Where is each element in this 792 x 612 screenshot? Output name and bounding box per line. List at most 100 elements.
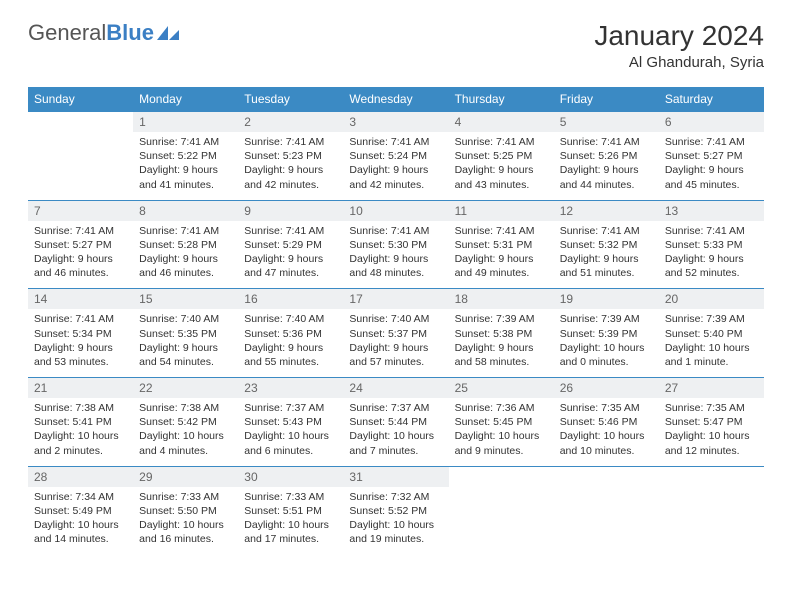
detail-line: and 47 minutes.	[244, 266, 337, 280]
logo-text-1: General	[28, 20, 106, 46]
calendar-cell: 12Sunrise: 7:41 AMSunset: 5:32 PMDayligh…	[554, 200, 659, 289]
detail-line: Daylight: 10 hours	[455, 429, 548, 443]
day-number: 23	[238, 378, 343, 398]
calendar-cell: 20Sunrise: 7:39 AMSunset: 5:40 PMDayligh…	[659, 289, 764, 378]
detail-line: Daylight: 9 hours	[244, 341, 337, 355]
calendar-cell: 24Sunrise: 7:37 AMSunset: 5:44 PMDayligh…	[343, 378, 448, 467]
detail-line: and 42 minutes.	[244, 178, 337, 192]
detail-line: Sunrise: 7:40 AM	[244, 312, 337, 326]
day-number	[449, 467, 554, 473]
calendar-cell: 11Sunrise: 7:41 AMSunset: 5:31 PMDayligh…	[449, 200, 554, 289]
detail-line: Sunrise: 7:37 AM	[349, 401, 442, 415]
detail-line: and 49 minutes.	[455, 266, 548, 280]
detail-line: Sunrise: 7:41 AM	[34, 312, 127, 326]
calendar-week-row: 7Sunrise: 7:41 AMSunset: 5:27 PMDaylight…	[28, 200, 764, 289]
day-number: 27	[659, 378, 764, 398]
weekday-header: Tuesday	[238, 87, 343, 112]
day-number: 15	[133, 289, 238, 309]
detail-line: Daylight: 9 hours	[349, 252, 442, 266]
day-number: 4	[449, 112, 554, 132]
detail-line: and 41 minutes.	[139, 178, 232, 192]
day-number: 21	[28, 378, 133, 398]
day-details: Sunrise: 7:35 AMSunset: 5:46 PMDaylight:…	[554, 398, 659, 466]
day-details: Sunrise: 7:41 AMSunset: 5:32 PMDaylight:…	[554, 221, 659, 289]
day-details: Sunrise: 7:39 AMSunset: 5:40 PMDaylight:…	[659, 309, 764, 377]
detail-line: Sunset: 5:52 PM	[349, 504, 442, 518]
calendar-cell: 4Sunrise: 7:41 AMSunset: 5:25 PMDaylight…	[449, 112, 554, 201]
detail-line: Sunrise: 7:40 AM	[349, 312, 442, 326]
day-number	[554, 467, 659, 473]
day-details: Sunrise: 7:40 AMSunset: 5:36 PMDaylight:…	[238, 309, 343, 377]
detail-line: Sunrise: 7:41 AM	[139, 224, 232, 238]
detail-line: Sunset: 5:26 PM	[560, 149, 653, 163]
detail-line: Sunset: 5:30 PM	[349, 238, 442, 252]
detail-line: and 44 minutes.	[560, 178, 653, 192]
calendar-cell: 22Sunrise: 7:38 AMSunset: 5:42 PMDayligh…	[133, 378, 238, 467]
calendar-cell: 23Sunrise: 7:37 AMSunset: 5:43 PMDayligh…	[238, 378, 343, 467]
day-number: 8	[133, 201, 238, 221]
day-number: 12	[554, 201, 659, 221]
day-number: 9	[238, 201, 343, 221]
detail-line: and 46 minutes.	[34, 266, 127, 280]
detail-line: and 17 minutes.	[244, 532, 337, 546]
calendar-cell: 1Sunrise: 7:41 AMSunset: 5:22 PMDaylight…	[133, 112, 238, 201]
detail-line: Sunset: 5:45 PM	[455, 415, 548, 429]
detail-line: and 43 minutes.	[455, 178, 548, 192]
detail-line: and 51 minutes.	[560, 266, 653, 280]
weekday-header: Monday	[133, 87, 238, 112]
detail-line: Sunrise: 7:41 AM	[349, 135, 442, 149]
detail-line: Sunset: 5:36 PM	[244, 327, 337, 341]
detail-line: Daylight: 9 hours	[244, 252, 337, 266]
day-details: Sunrise: 7:41 AMSunset: 5:26 PMDaylight:…	[554, 132, 659, 200]
calendar-table: SundayMondayTuesdayWednesdayThursdayFrid…	[28, 87, 764, 554]
detail-line: Sunrise: 7:33 AM	[244, 490, 337, 504]
day-details: Sunrise: 7:35 AMSunset: 5:47 PMDaylight:…	[659, 398, 764, 466]
sail-icon	[157, 26, 179, 40]
detail-line: Daylight: 9 hours	[455, 341, 548, 355]
detail-line: Sunrise: 7:35 AM	[560, 401, 653, 415]
day-details: Sunrise: 7:34 AMSunset: 5:49 PMDaylight:…	[28, 487, 133, 555]
day-number: 11	[449, 201, 554, 221]
detail-line: Daylight: 9 hours	[455, 252, 548, 266]
detail-line: Sunrise: 7:41 AM	[560, 135, 653, 149]
detail-line: Daylight: 9 hours	[244, 163, 337, 177]
day-details: Sunrise: 7:37 AMSunset: 5:43 PMDaylight:…	[238, 398, 343, 466]
detail-line: Daylight: 10 hours	[349, 429, 442, 443]
detail-line: and 54 minutes.	[139, 355, 232, 369]
calendar-cell: 9Sunrise: 7:41 AMSunset: 5:29 PMDaylight…	[238, 200, 343, 289]
calendar-cell: 15Sunrise: 7:40 AMSunset: 5:35 PMDayligh…	[133, 289, 238, 378]
calendar-cell	[449, 466, 554, 554]
day-details: Sunrise: 7:39 AMSunset: 5:39 PMDaylight:…	[554, 309, 659, 377]
detail-line: Sunrise: 7:41 AM	[665, 135, 758, 149]
day-number: 31	[343, 467, 448, 487]
detail-line: Sunset: 5:51 PM	[244, 504, 337, 518]
detail-line: and 57 minutes.	[349, 355, 442, 369]
calendar-cell: 5Sunrise: 7:41 AMSunset: 5:26 PMDaylight…	[554, 112, 659, 201]
day-number: 28	[28, 467, 133, 487]
detail-line: Daylight: 9 hours	[665, 163, 758, 177]
detail-line: Sunrise: 7:38 AM	[34, 401, 127, 415]
day-number: 6	[659, 112, 764, 132]
calendar-week-row: 21Sunrise: 7:38 AMSunset: 5:41 PMDayligh…	[28, 378, 764, 467]
detail-line: Daylight: 9 hours	[34, 252, 127, 266]
month-title: January 2024	[594, 20, 764, 52]
day-details: Sunrise: 7:41 AMSunset: 5:23 PMDaylight:…	[238, 132, 343, 200]
day-details: Sunrise: 7:36 AMSunset: 5:45 PMDaylight:…	[449, 398, 554, 466]
detail-line: Daylight: 9 hours	[349, 163, 442, 177]
detail-line: Sunrise: 7:33 AM	[139, 490, 232, 504]
calendar-cell: 17Sunrise: 7:40 AMSunset: 5:37 PMDayligh…	[343, 289, 448, 378]
detail-line: and 46 minutes.	[139, 266, 232, 280]
calendar-cell: 8Sunrise: 7:41 AMSunset: 5:28 PMDaylight…	[133, 200, 238, 289]
detail-line: and 12 minutes.	[665, 444, 758, 458]
detail-line: Sunrise: 7:35 AM	[665, 401, 758, 415]
day-details: Sunrise: 7:40 AMSunset: 5:35 PMDaylight:…	[133, 309, 238, 377]
day-number: 19	[554, 289, 659, 309]
day-number: 10	[343, 201, 448, 221]
detail-line: and 0 minutes.	[560, 355, 653, 369]
detail-line: Daylight: 10 hours	[34, 518, 127, 532]
detail-line: Daylight: 10 hours	[560, 429, 653, 443]
detail-line: and 48 minutes.	[349, 266, 442, 280]
weekday-header: Thursday	[449, 87, 554, 112]
detail-line: and 4 minutes.	[139, 444, 232, 458]
day-details: Sunrise: 7:37 AMSunset: 5:44 PMDaylight:…	[343, 398, 448, 466]
